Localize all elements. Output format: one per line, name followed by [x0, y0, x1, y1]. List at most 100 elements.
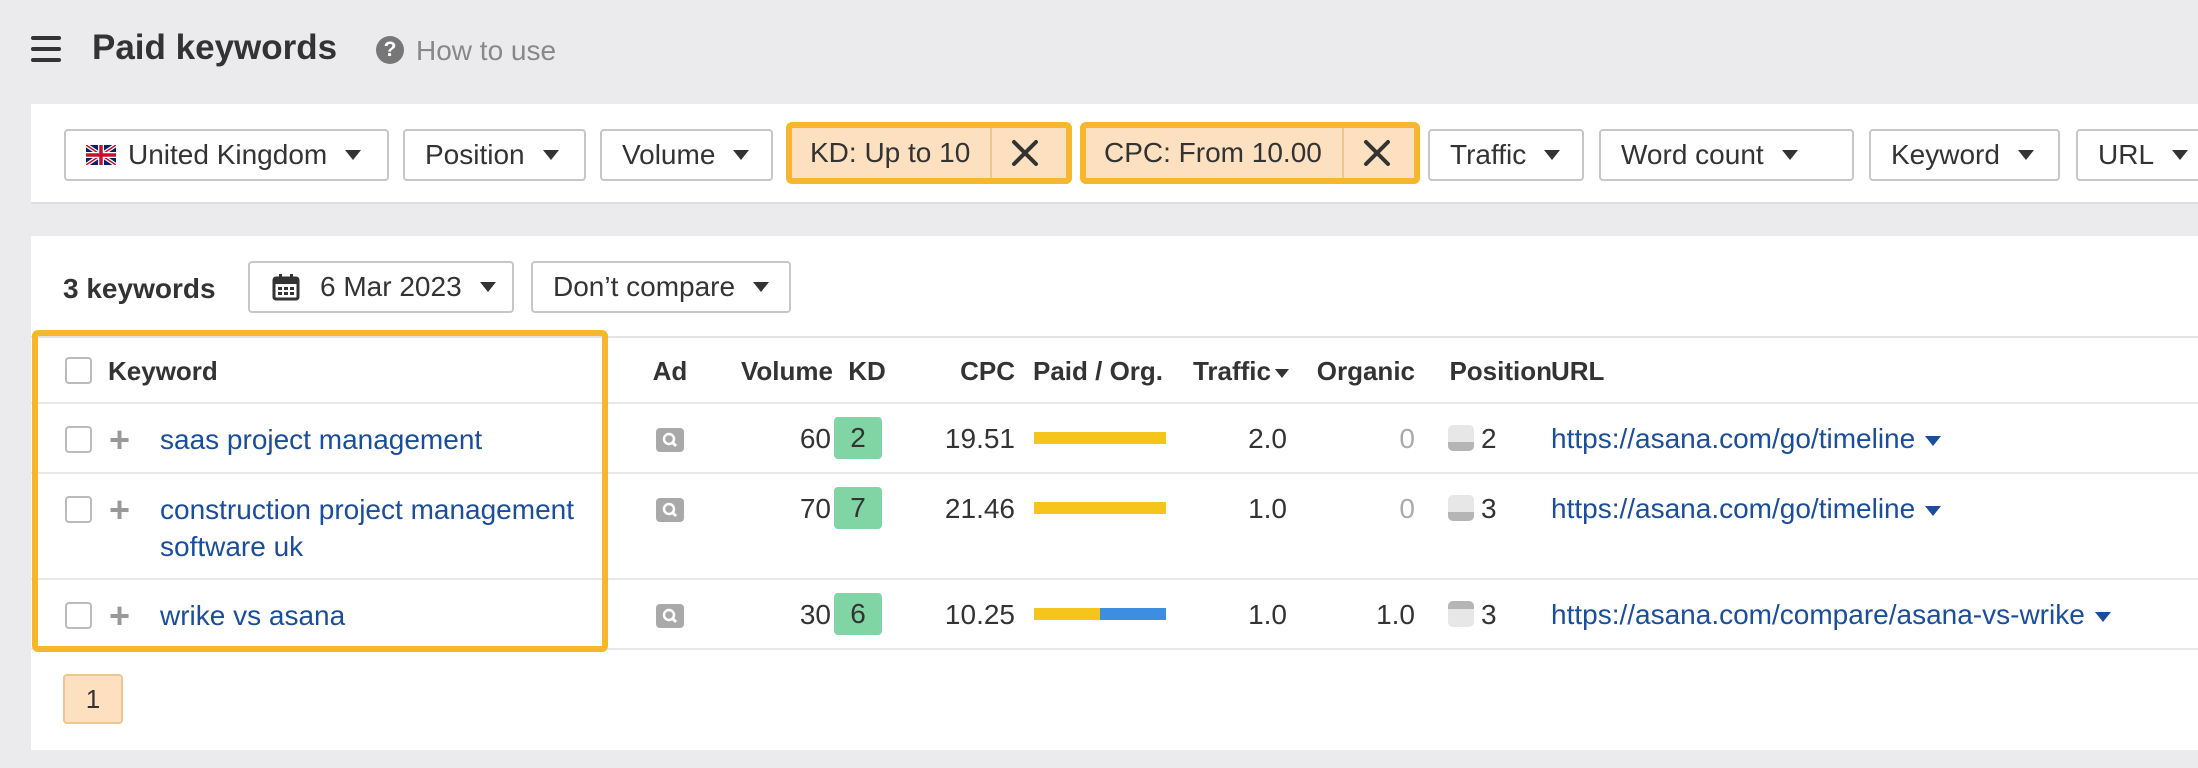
cpc-filter-active[interactable]: CPC: From 10.00 [1080, 122, 1420, 184]
pagination-page-button[interactable]: 1 [63, 674, 123, 724]
calendar-icon [272, 274, 300, 301]
row-divider [31, 402, 2198, 404]
ad-preview-search-icon[interactable] [656, 604, 684, 628]
kd-badge: 7 [834, 487, 882, 529]
country-filter[interactable]: United Kingdom [64, 129, 389, 181]
remove-cpc-filter-button[interactable] [1341, 128, 1410, 178]
volume-value: 70 [799, 493, 831, 524]
compare-label: Don’t compare [553, 271, 736, 302]
organic-value: 1.0 [1376, 599, 1415, 630]
column-header-traffic[interactable]: Traffic [1179, 356, 1289, 387]
keyword-count: 3 keywords [63, 273, 216, 304]
column-header-ad[interactable]: Ad [652, 356, 688, 386]
cpc-value: 21.46 [944, 493, 1015, 524]
ad-preview-search-icon[interactable] [656, 498, 684, 522]
kd-badge: 2 [834, 417, 882, 459]
url-link[interactable]: https://asana.com/go/timeline [1551, 493, 1942, 525]
keyword-filter[interactable]: Keyword [1869, 129, 2060, 181]
table-top-border [31, 336, 2198, 338]
keyword-link[interactable]: saas project management [160, 424, 483, 455]
url-link[interactable]: https://asana.com/go/timeline [1551, 423, 1942, 455]
how-to-use-link[interactable]: How to use [416, 35, 557, 66]
keyword-link[interactable]: wrike vs asana [160, 600, 346, 631]
url-link[interactable]: https://asana.com/compare/asana-vs-wrike [1551, 599, 2111, 631]
sort-descending-icon [1275, 368, 1289, 378]
chevron-down-icon[interactable] [1925, 505, 1942, 516]
column-header-volume[interactable]: Volume [741, 356, 833, 386]
close-icon [1012, 140, 1039, 166]
chevron-down-icon [1544, 150, 1561, 160]
url-filter[interactable]: URL [2076, 129, 2198, 181]
traffic-filter[interactable]: Traffic [1428, 129, 1584, 181]
traffic-value: 2.0 [1248, 423, 1287, 454]
select-all-checkbox[interactable] [65, 357, 92, 384]
kd-filter-active[interactable]: KD: Up to 10 [786, 122, 1072, 184]
chevron-down-icon [479, 282, 496, 292]
row-checkbox[interactable] [65, 496, 92, 523]
keywords-table-panel: 3 keywords 6 Mar 2023 Don’t compare Keyw… [31, 236, 2198, 750]
question-circle-icon[interactable]: ? [376, 36, 404, 64]
volume-filter[interactable]: Volume [600, 129, 773, 181]
column-header-position[interactable]: Position [1449, 356, 1552, 386]
traffic-value: 1.0 [1248, 493, 1287, 524]
volume-value: 60 [799, 423, 831, 454]
serp-position-icon[interactable] [1448, 601, 1474, 627]
row-checkbox[interactable] [65, 602, 92, 629]
row-checkbox[interactable] [65, 426, 92, 453]
kd-badge: 6 [834, 593, 882, 635]
chevron-down-icon [1781, 150, 1798, 160]
date-picker-button[interactable]: 6 Mar 2023 [248, 261, 514, 313]
hamburger-menu-icon[interactable] [31, 36, 61, 62]
country-filter-label: United Kingdom [128, 139, 328, 170]
organic-value: 0 [1399, 493, 1415, 524]
page-title: Paid keywords [92, 28, 338, 67]
paid-share-bar [1034, 432, 1166, 444]
chevron-down-icon [2172, 150, 2189, 160]
row-divider [31, 578, 2198, 580]
word-count-filter[interactable]: Word count [1599, 129, 1854, 181]
add-to-list-plus-icon[interactable]: + [109, 489, 131, 530]
keyword-link[interactable]: construction project management software… [160, 491, 574, 565]
position-filter[interactable]: Position [403, 129, 586, 181]
paid-share-bar [1034, 608, 1100, 620]
url-text: https://asana.com/compare/asana-vs-wrike [1551, 599, 2085, 630]
column-header-paid-org[interactable]: Paid / Org. [1033, 356, 1164, 386]
remove-kd-filter-button[interactable] [990, 128, 1058, 178]
chevron-down-icon[interactable] [2094, 611, 2111, 622]
keyword-link-line-2: software uk [160, 531, 304, 562]
column-header-organic[interactable]: Organic [1316, 356, 1415, 386]
organic-share-bar [1100, 608, 1166, 620]
search-icon [662, 432, 678, 448]
top-bar: Paid keywords ? How to use [0, 0, 2198, 100]
add-to-list-plus-icon[interactable]: + [109, 595, 131, 636]
compare-dropdown[interactable]: Don’t compare [531, 261, 791, 313]
column-header-cpc[interactable]: CPC [960, 356, 1015, 386]
traffic-header-label: Traffic [1192, 356, 1271, 386]
serp-position-icon[interactable] [1448, 425, 1474, 451]
paid-organic-bar [1034, 608, 1166, 620]
search-icon [662, 608, 678, 624]
column-header-keyword[interactable]: Keyword [108, 356, 218, 386]
column-header-url[interactable]: URL [1551, 356, 1605, 386]
serp-position-icon[interactable] [1448, 495, 1474, 521]
chevron-down-icon [345, 150, 362, 160]
position-value: 2 [1481, 423, 1497, 454]
url-text: https://asana.com/go/timeline [1551, 493, 1916, 524]
column-header-kd[interactable]: KD [848, 356, 886, 386]
chevron-down-icon [542, 150, 559, 160]
position-filter-label: Position [425, 139, 525, 170]
paid-organic-bar [1034, 502, 1166, 514]
cpc-value: 19.51 [944, 423, 1015, 454]
keyword-filter-label: Keyword [1891, 139, 2000, 170]
chevron-down-icon [2017, 150, 2034, 160]
chevron-down-icon [753, 282, 770, 292]
filters-panel: United Kingdom Position Volume KD: Up to… [31, 104, 2198, 204]
chevron-down-icon[interactable] [1925, 435, 1942, 446]
position-value: 3 [1481, 599, 1497, 630]
row-divider [31, 472, 2198, 474]
ad-preview-search-icon[interactable] [656, 428, 684, 452]
add-to-list-plus-icon[interactable]: + [109, 419, 131, 460]
paid-organic-bar [1034, 432, 1166, 444]
url-text: https://asana.com/go/timeline [1551, 423, 1916, 454]
volume-filter-label: Volume [622, 139, 716, 170]
